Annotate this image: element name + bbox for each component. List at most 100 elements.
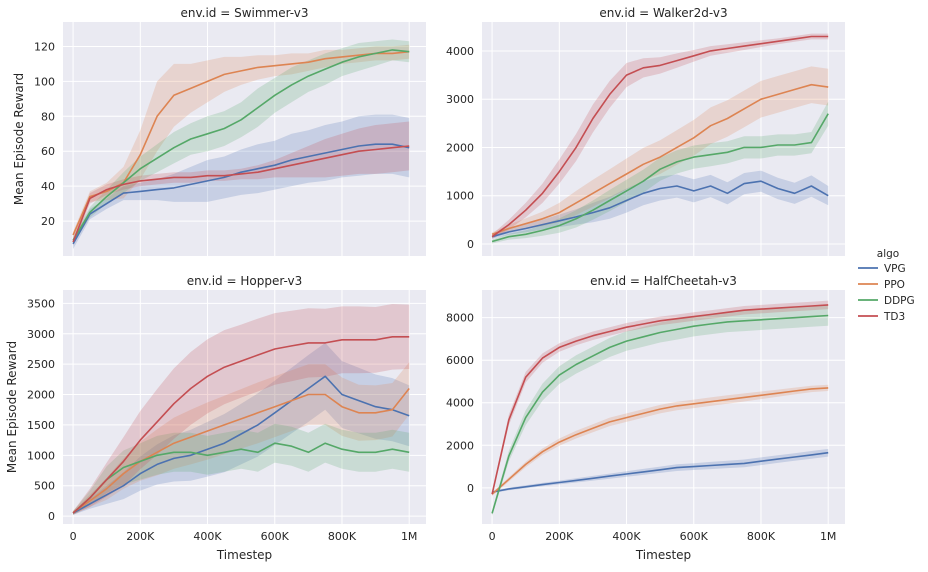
band-ppo bbox=[73, 44, 410, 239]
legend: algo VPG PPO DDPG TD3 bbox=[858, 248, 915, 323]
line-ppo bbox=[491, 387, 829, 495]
band-ppo bbox=[492, 384, 829, 496]
band-vpg bbox=[492, 448, 829, 494]
line-ppo bbox=[72, 50, 410, 236]
y-tick-label: 2000 bbox=[27, 389, 55, 402]
panel-title: env.id = Walker2d-v3 bbox=[599, 6, 727, 20]
panel-background bbox=[482, 22, 845, 256]
line-td3 bbox=[491, 304, 829, 495]
legend-label-ddpg: DDPG bbox=[884, 295, 915, 307]
panel-walker2d: 0 1000 2000 3000 4000 env.id = Walker2d-v3 bbox=[446, 6, 845, 256]
y-tick-label: 120 bbox=[34, 40, 55, 53]
panel-halfcheetah: 0 200K 400K 600K 800K 1M 0 2000 4000 6000 8000 en… bbox=[446, 274, 845, 543]
y-tick-labels: 0 500 1000 1500 2000 2500 3000 3500 bbox=[27, 297, 55, 523]
x-tick-label: 800K bbox=[328, 530, 357, 543]
y-tick-label: 1000 bbox=[446, 190, 474, 203]
y-tick-label: 20 bbox=[41, 215, 55, 228]
y-axis-label-bottom: Mean Episode Reward bbox=[5, 341, 19, 473]
line-ppo bbox=[72, 388, 410, 514]
panel-title: env.id = Hopper-v3 bbox=[187, 274, 303, 288]
line-ddpg bbox=[72, 442, 410, 514]
y-tick-label: 1000 bbox=[27, 449, 55, 462]
band-ddpg bbox=[73, 423, 410, 515]
x-axis-label-right: Timestep bbox=[635, 548, 691, 562]
gridlines bbox=[63, 22, 426, 256]
y-tick-label: 1500 bbox=[27, 419, 55, 432]
band-ppo bbox=[73, 362, 410, 515]
y-tick-label: 0 bbox=[467, 482, 474, 495]
confidence-bands bbox=[73, 304, 410, 515]
series-lines bbox=[72, 49, 410, 245]
x-tick-label: 200K bbox=[126, 530, 155, 543]
x-tick-label: 400K bbox=[193, 530, 222, 543]
line-td3 bbox=[491, 35, 829, 238]
y-tick-labels: 0 1000 2000 3000 4000 bbox=[446, 45, 474, 251]
line-td3 bbox=[72, 336, 410, 514]
y-tick-label: 80 bbox=[41, 110, 55, 123]
x-tick-label: 0 bbox=[489, 530, 496, 543]
panel-hopper: 0 200K 400K 600K 800K 1M 0 500 1000 1500 2000 2500… bbox=[27, 274, 426, 543]
x-tick-labels: 0 200K 400K 600K 800K 1M bbox=[489, 530, 837, 543]
y-tick-label: 8000 bbox=[446, 312, 474, 325]
y-tick-label: 2500 bbox=[27, 358, 55, 371]
line-vpg bbox=[72, 143, 410, 245]
line-vpg bbox=[491, 451, 829, 493]
x-tick-label: 400K bbox=[612, 530, 641, 543]
y-tick-label: 100 bbox=[34, 75, 55, 88]
y-tick-label: 60 bbox=[41, 145, 55, 158]
x-tick-label: 600K bbox=[680, 530, 709, 543]
x-tick-label: 200K bbox=[545, 530, 574, 543]
legend-items: VPG PPO DDPG TD3 bbox=[858, 263, 915, 323]
line-td3 bbox=[72, 145, 410, 243]
panel-title: env.id = Swimmer-v3 bbox=[180, 6, 308, 20]
y-tick-label: 6000 bbox=[446, 354, 474, 367]
y-tick-label: 0 bbox=[467, 238, 474, 251]
confidence-bands bbox=[492, 300, 829, 516]
y-tick-label: 2000 bbox=[446, 439, 474, 452]
line-vpg bbox=[491, 180, 829, 238]
gridlines bbox=[482, 22, 845, 256]
x-tick-labels: 0 200K 400K 600K 800K 1M bbox=[70, 530, 418, 543]
x-tick-label: 1M bbox=[820, 530, 837, 543]
band-vpg bbox=[73, 114, 410, 249]
y-axis-label-top: Mean Episode Reward bbox=[12, 73, 26, 205]
band-ddpg bbox=[492, 305, 829, 516]
series-lines bbox=[72, 336, 410, 514]
line-ddpg bbox=[72, 49, 410, 241]
y-tick-label: 500 bbox=[34, 480, 55, 493]
series-lines bbox=[491, 35, 829, 243]
y-tick-label: 3000 bbox=[27, 328, 55, 341]
x-tick-label: 0 bbox=[70, 530, 77, 543]
band-vpg bbox=[73, 342, 410, 515]
band-ddpg bbox=[492, 101, 829, 244]
band-vpg bbox=[492, 170, 829, 239]
band-td3 bbox=[73, 304, 410, 515]
line-vpg bbox=[72, 375, 410, 514]
legend-label-td3: TD3 bbox=[883, 311, 905, 323]
band-ddpg bbox=[73, 39, 410, 244]
x-axis-label-left: Timestep bbox=[216, 548, 272, 562]
panel-title: env.id = HalfCheetah-v3 bbox=[590, 274, 737, 288]
legend-title: algo bbox=[877, 248, 899, 260]
y-tick-label: 4000 bbox=[446, 45, 474, 58]
y-tick-label: 0 bbox=[48, 510, 55, 523]
panel-swimmer: 20 40 60 80 100 120 env.id = Swimmer-v3 bbox=[34, 6, 426, 256]
y-tick-label: 40 bbox=[41, 180, 55, 193]
line-ddpg bbox=[491, 314, 829, 514]
y-tick-label: 3000 bbox=[446, 93, 474, 106]
y-tick-label: 4000 bbox=[446, 397, 474, 410]
legend-label-ppo: PPO bbox=[884, 279, 905, 291]
y-tick-labels: 0 2000 4000 6000 8000 bbox=[446, 312, 474, 495]
line-ddpg bbox=[491, 113, 829, 243]
y-tick-label: 3500 bbox=[27, 297, 55, 310]
x-tick-label: 800K bbox=[747, 530, 776, 543]
y-tick-label: 2000 bbox=[446, 141, 474, 154]
legend-label-vpg: VPG bbox=[884, 263, 906, 275]
y-tick-labels: 20 40 60 80 100 120 bbox=[34, 40, 55, 228]
x-tick-label: 1M bbox=[401, 530, 418, 543]
line-ppo bbox=[491, 83, 829, 236]
x-tick-label: 600K bbox=[261, 530, 290, 543]
series-lines bbox=[491, 304, 829, 514]
panel-background bbox=[63, 22, 426, 256]
